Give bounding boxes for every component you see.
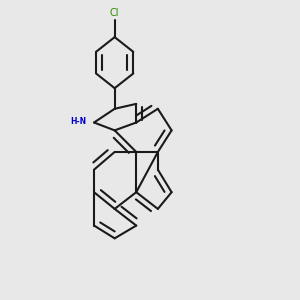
Text: Cl: Cl xyxy=(110,8,119,18)
Text: H-N: H-N xyxy=(70,116,87,125)
